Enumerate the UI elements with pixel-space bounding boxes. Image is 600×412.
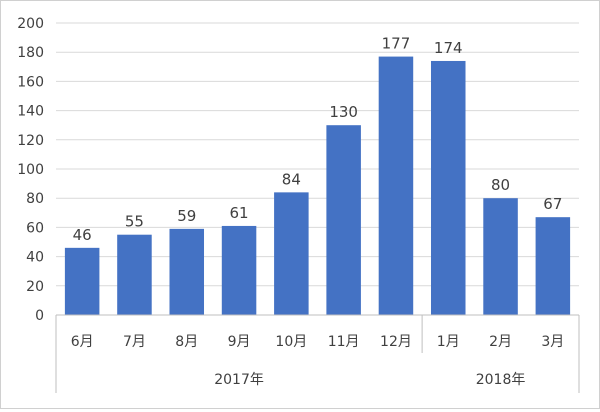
y-tick-label: 60 — [26, 220, 44, 236]
data-label: 61 — [230, 204, 249, 222]
y-tick-label: 20 — [26, 279, 44, 295]
data-label: 80 — [491, 176, 510, 194]
category-label: 10月 — [275, 334, 307, 350]
y-tick-label: 40 — [26, 250, 44, 266]
y-tick-label: 0 — [35, 308, 44, 324]
data-label: 46 — [73, 226, 92, 244]
category-label: 9月 — [228, 334, 251, 350]
data-label: 59 — [177, 207, 196, 225]
category-label: 8月 — [175, 334, 198, 350]
category-label: 11月 — [328, 334, 360, 350]
data-label: 130 — [329, 103, 358, 121]
bar — [221, 225, 257, 315]
y-tick-label: 160 — [17, 74, 44, 90]
bar — [430, 60, 466, 316]
category-label: 12月 — [380, 334, 412, 350]
category-label: 7月 — [123, 334, 146, 350]
bar — [378, 56, 414, 316]
x-axis — [55, 314, 580, 393]
bar — [274, 192, 309, 315]
category-label: 1月 — [437, 334, 460, 350]
y-tick-label: 140 — [17, 104, 44, 120]
group-labels: 2017年 2018年 — [214, 372, 525, 388]
group-label: 2017年 — [214, 372, 264, 388]
data-label: 177 — [382, 35, 411, 53]
bar — [64, 247, 100, 315]
y-axis-ticks: 0 20 40 60 80 100 120 140 160 180 200 — [17, 16, 44, 324]
data-label: 67 — [543, 195, 562, 213]
bar — [535, 217, 571, 315]
bars — [64, 56, 571, 316]
y-tick-label: 100 — [17, 162, 44, 178]
bar — [169, 228, 205, 315]
y-tick-label: 120 — [17, 133, 44, 149]
bar — [483, 198, 518, 315]
data-label: 55 — [125, 213, 144, 231]
category-label: 3月 — [541, 334, 564, 350]
y-tick-label: 80 — [26, 191, 44, 207]
category-label: 2月 — [489, 334, 512, 350]
data-label: 84 — [282, 170, 301, 188]
data-label: 174 — [434, 39, 463, 57]
y-tick-label: 180 — [17, 45, 44, 61]
bar — [117, 234, 152, 315]
category-labels: 6月 7月 8月 9月 10月 11月 12月 1月 2月 3月 — [71, 334, 565, 350]
group-label: 2018年 — [476, 372, 526, 388]
bar — [326, 125, 361, 315]
y-tick-label: 200 — [17, 16, 44, 32]
data-labels: 46 55 59 61 84 130 177 174 80 67 — [73, 35, 563, 244]
category-label: 6月 — [71, 334, 94, 350]
